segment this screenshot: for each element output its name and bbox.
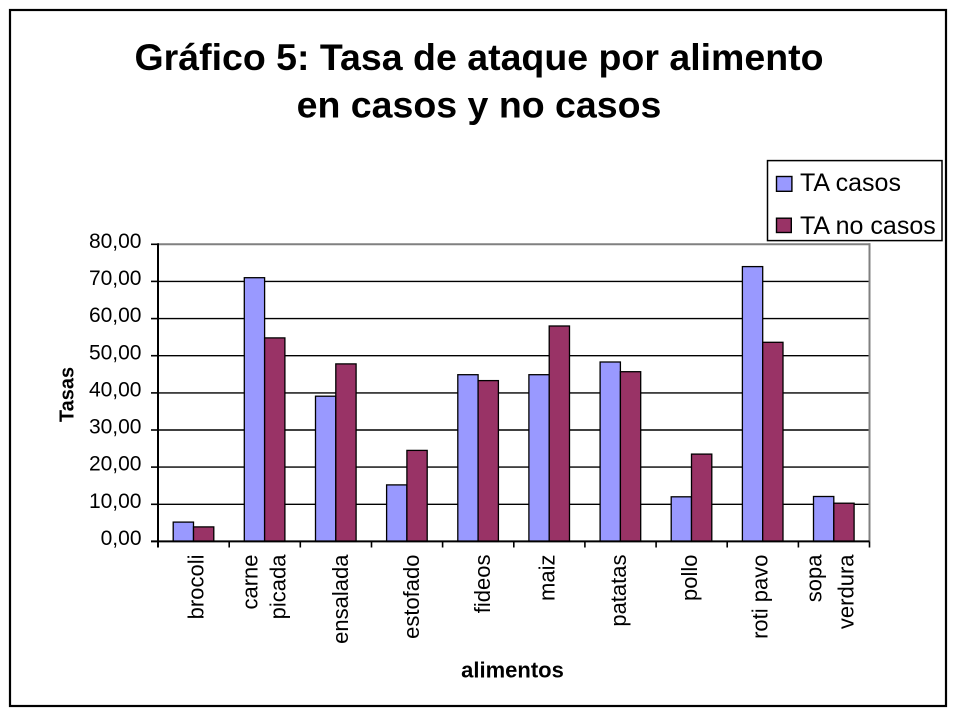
svg-text:Gráfico 5: Tasa de ataque por: Gráfico 5: Tasa de ataque por alimento <box>134 36 823 78</box>
svg-text:70,00: 70,00 <box>89 267 142 290</box>
svg-text:estofado: estofado <box>399 555 424 639</box>
svg-text:30,00: 30,00 <box>89 416 142 439</box>
svg-text:40,00: 40,00 <box>89 379 142 402</box>
svg-text:TA no casos: TA no casos <box>800 212 936 240</box>
svg-text:60,00: 60,00 <box>89 304 142 327</box>
svg-text:pollo: pollo <box>677 555 702 601</box>
svg-text:carne: carne <box>237 555 262 610</box>
svg-text:fideos: fideos <box>470 555 495 614</box>
svg-text:0,00: 0,00 <box>101 527 142 550</box>
svg-text:80,00: 80,00 <box>89 230 142 253</box>
svg-text:10,00: 10,00 <box>89 490 142 513</box>
svg-text:ensalada: ensalada <box>328 554 353 644</box>
svg-text:TA casos: TA casos <box>800 169 901 197</box>
svg-text:brocoli: brocoli <box>184 555 209 620</box>
svg-text:verdura: verdura <box>834 554 859 629</box>
svg-text:patatas: patatas <box>606 555 631 627</box>
svg-text:maiz: maiz <box>535 555 560 601</box>
svg-text:20,00: 20,00 <box>89 453 142 476</box>
svg-text:50,00: 50,00 <box>89 341 142 364</box>
svg-text:alimentos: alimentos <box>461 658 564 683</box>
svg-text:roti pavo: roti pavo <box>747 555 772 639</box>
svg-text:Tasas: Tasas <box>57 367 79 422</box>
svg-text:en casos y no casos: en casos y no casos <box>297 84 662 126</box>
svg-text:picada: picada <box>266 554 291 620</box>
svg-text:sopa: sopa <box>802 554 827 602</box>
